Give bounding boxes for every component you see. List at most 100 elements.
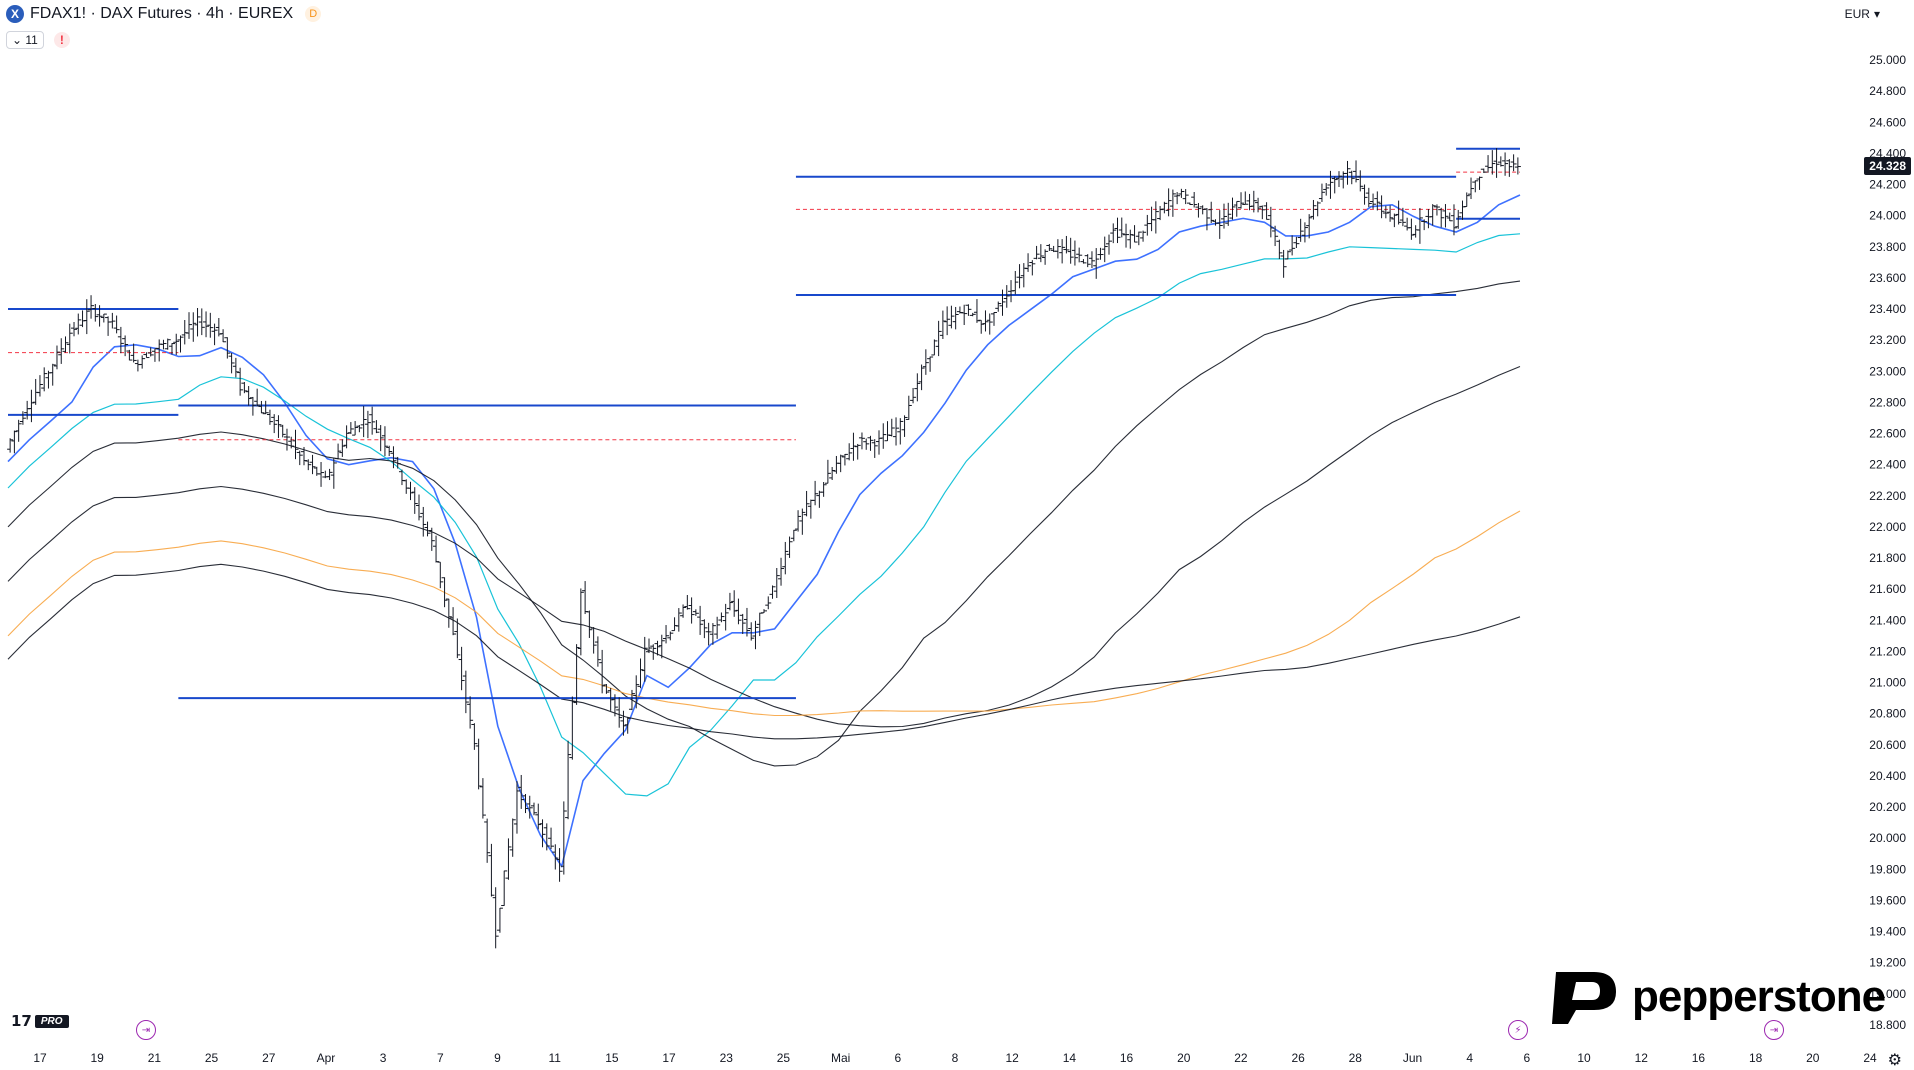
indicators-toggle-button[interactable]: ⌄ 11	[6, 31, 44, 49]
time-tick-label: Jun	[1403, 1051, 1422, 1065]
moving-averages	[7, 194, 1521, 869]
ohlc-bar	[139, 355, 146, 369]
time-tick-label: 25	[777, 1051, 791, 1065]
gear-icon[interactable]: ⚙	[1887, 1052, 1902, 1069]
time-axis[interactable]: 17 19 21 25 27 Apr 3 7 9 11 15 17 23 25 Mai 6 8 12 14 16 20 2…	[33, 1051, 1877, 1065]
scroll-to-realtime-icon[interactable]: ⇥	[1764, 1020, 1784, 1040]
warning-icon[interactable]: !	[53, 32, 70, 48]
ohlc-bar	[492, 887, 499, 949]
ohlc-bar	[147, 347, 154, 357]
ohlc-bar	[1318, 183, 1325, 202]
ohlc-bar	[441, 577, 448, 608]
ohlc-bar	[1284, 250, 1291, 260]
ohlc-bar	[126, 349, 133, 361]
ohlc-bar	[1233, 200, 1240, 217]
ohlc-bar	[935, 320, 942, 357]
ohlc-bar	[1289, 235, 1296, 256]
ohlc-bar	[858, 432, 865, 450]
currency-selector[interactable]: EUR ▾	[1845, 7, 1880, 21]
ohlc-bar	[130, 343, 137, 363]
ohlc-bar	[292, 429, 299, 460]
ohlc-bar	[462, 670, 469, 714]
ohlc-bar	[914, 373, 921, 402]
ma-cyan-line	[7, 233, 1521, 797]
ohlc-bar	[249, 396, 256, 416]
price-axis[interactable]: 25.000 24.800 24.600 24.400 24.200 24.000 23.8…	[1869, 53, 1906, 1032]
ohlc-bar	[1301, 222, 1308, 243]
scroll-to-start-icon[interactable]: ⇥	[136, 1020, 156, 1040]
ohlc-bar	[773, 567, 780, 598]
ohlc-bar	[1088, 251, 1095, 269]
ohlc-bar	[1365, 187, 1372, 208]
price-axis-bg	[1864, 0, 1914, 1070]
price-tick-label: 19.600	[1869, 893, 1906, 907]
tv-mark: 17	[11, 1012, 32, 1030]
ohlc-bar	[1280, 249, 1287, 278]
ohlc-bar	[271, 414, 278, 434]
ohlc-bar	[603, 684, 610, 694]
ohlc-bar	[1220, 203, 1227, 229]
time-tick-label: Apr	[317, 1051, 336, 1065]
ohlc-bar	[1020, 263, 1027, 288]
delayed-data-badge[interactable]: D	[305, 6, 322, 22]
ohlc-bar	[117, 326, 124, 354]
tradingview-logo[interactable]: 17 PRO	[11, 1012, 69, 1030]
time-tick-label: 18	[1749, 1051, 1763, 1065]
ohlc-bar	[79, 310, 86, 328]
ohlc-bar	[177, 335, 184, 353]
ohlc-bar	[245, 386, 252, 406]
ohlc-bar	[633, 675, 640, 709]
ohlc-bar	[479, 778, 486, 819]
ohlc-bar	[552, 844, 559, 870]
ohlc-bar	[1493, 148, 1500, 178]
ohlc-bar	[1310, 199, 1317, 220]
ohlc-bar	[692, 609, 699, 616]
pepperstone-p-icon	[1552, 972, 1616, 1024]
ohlc-bar	[1084, 254, 1091, 268]
ohlc-bar	[100, 313, 107, 323]
ohlc-bar	[1331, 176, 1338, 194]
symbol-title[interactable]: FDAX1! · DAX Futures · 4h · EUREX	[30, 5, 294, 22]
ohlc-bar	[420, 506, 427, 537]
ohlc-bar	[684, 595, 691, 610]
price-tick-label: 20.400	[1869, 769, 1906, 783]
ohlc-bar	[1446, 212, 1453, 222]
ohlc-bar	[658, 634, 665, 659]
time-tick-label: 12	[1635, 1051, 1649, 1065]
symbol-header[interactable]: X FDAX1! · DAX Futures · 4h · EUREX D	[6, 5, 322, 23]
ohlc-bar	[1425, 209, 1432, 229]
ohlc-bar	[888, 418, 895, 437]
ohlc-bar	[1140, 230, 1147, 242]
ohlc-bar	[1497, 156, 1504, 167]
price-tick-label: 21.800	[1869, 551, 1906, 565]
indicator-row: ⌄ 11 !	[6, 31, 70, 49]
ohlc-bar	[1229, 197, 1236, 220]
ohlc-bar	[228, 352, 235, 374]
ohlc-bar	[1255, 197, 1262, 213]
ma-black-line-1	[7, 280, 1521, 767]
ohlc-bar	[364, 410, 371, 439]
ohlc-bar	[105, 316, 112, 336]
ohlc-bar	[62, 336, 69, 353]
price-tick-label: 24.800	[1869, 84, 1906, 98]
alert-lightning-icon[interactable]: ⚡	[1508, 1020, 1528, 1040]
ohlc-bar	[1297, 218, 1304, 242]
ohlc-bar	[458, 646, 465, 691]
ohlc-bar	[1178, 188, 1185, 198]
ohlc-bar	[1182, 189, 1189, 205]
ohlc-bar	[467, 696, 474, 729]
ohlc-bar	[1105, 234, 1112, 255]
ohlc-bar	[607, 687, 614, 711]
price-tick-label: 23.200	[1869, 333, 1906, 347]
ma-blue-line	[7, 194, 1521, 869]
ohlc-bar	[522, 794, 529, 814]
time-tick-label: 7	[437, 1051, 444, 1065]
ohlc-bar	[743, 607, 750, 637]
ohlc-bar	[513, 781, 520, 834]
ohlc-bar	[343, 425, 350, 449]
ohlc-bar	[961, 304, 968, 325]
price-tick-label: 22.600	[1869, 427, 1906, 441]
ohlc-bar	[32, 378, 39, 405]
